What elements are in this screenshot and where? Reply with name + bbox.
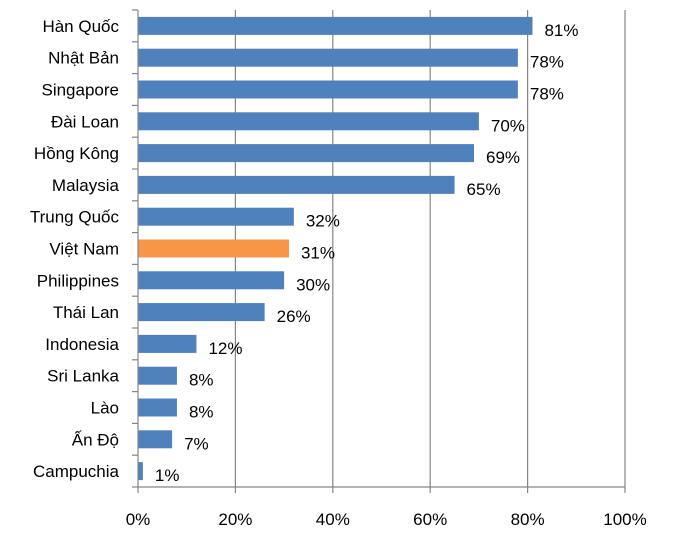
bar [138, 16, 533, 35]
data-label: 81% [544, 21, 578, 40]
data-labels: 81% 78% 78% 70% 69% 65% 32% 31% 30% 26% 12% 8% 8% 7%1… [155, 21, 579, 485]
bar [138, 271, 285, 290]
data-label: 8% [189, 371, 214, 390]
data-label: 32% [306, 212, 340, 231]
category-label: Indonesia [45, 335, 119, 354]
data-label: 8% [189, 403, 214, 422]
category-labels: Hàn Quốc Nhật Bản Singapore Đài Loan Hồng Kô… [30, 17, 120, 481]
data-label: 12% [208, 339, 242, 358]
category-label: Thái Lan [53, 303, 119, 322]
data-label: 69% [486, 148, 520, 167]
data-label: 78% [530, 53, 564, 72]
category-label: Philippines [37, 271, 119, 290]
bar [138, 334, 197, 353]
category-label: Sri Lanka [47, 367, 119, 386]
category-label: Malaysia [52, 176, 120, 195]
category-label: Hồng Kông [34, 144, 119, 163]
x-tick-label: 0% [126, 510, 151, 529]
category-label: Hàn Quốc [42, 17, 119, 36]
data-label: 65% [467, 180, 501, 199]
x-tick-label: 100% [603, 510, 646, 529]
data-label: 78% [530, 85, 564, 104]
bar [138, 144, 475, 163]
x-tick-label: 60% [413, 510, 447, 529]
category-label: Đài Loan [51, 112, 119, 131]
data-label: 70% [491, 116, 525, 135]
data-label: 1% [155, 466, 180, 485]
bar [138, 462, 143, 481]
data-label: 26% [277, 307, 311, 326]
bar [138, 207, 294, 226]
x-axis-tick-labels: 0% 20% 40% 60% 80% 100% [126, 510, 647, 529]
bar [138, 112, 479, 131]
category-label: Nhật Bản [48, 49, 119, 68]
category-label: Lào [91, 399, 119, 418]
bar [138, 48, 518, 67]
bar [138, 303, 265, 322]
x-tick-label: 40% [316, 510, 350, 529]
bar [138, 366, 177, 385]
bars [138, 16, 533, 481]
bar-highlight [138, 239, 289, 258]
data-label: 31% [301, 244, 335, 263]
x-tick-label: 80% [511, 510, 545, 529]
axes [132, 9, 626, 493]
category-label: Việt Nam [49, 240, 119, 259]
category-label: Ấn Độ [72, 430, 119, 449]
category-label: Singapore [41, 81, 119, 100]
data-label: 30% [296, 275, 330, 294]
x-tick-label: 20% [218, 510, 252, 529]
category-label: Campuchia [33, 462, 120, 481]
category-label: Trung Quốc [30, 208, 120, 227]
bar [138, 80, 518, 99]
bar [138, 398, 177, 417]
bar [138, 175, 455, 194]
bar [138, 430, 173, 449]
data-label: 7% [184, 434, 209, 453]
